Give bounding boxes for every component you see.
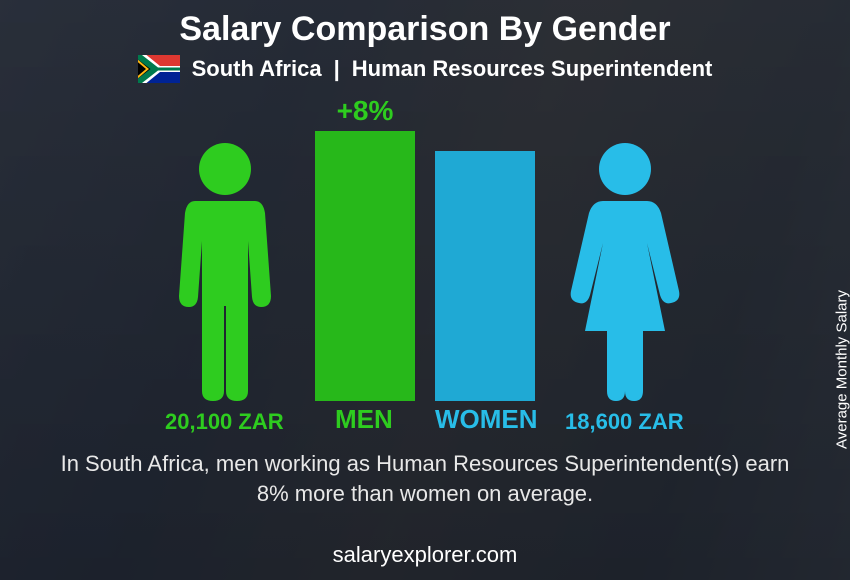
south-africa-flag-icon: [138, 55, 180, 83]
axis-label: Average Monthly Salary: [834, 290, 850, 449]
country-label: South Africa: [192, 56, 322, 82]
footer-link[interactable]: salaryexplorer.com: [0, 542, 850, 568]
women-salary: 18,600 ZAR: [565, 409, 684, 435]
women-label: WOMEN: [435, 404, 538, 435]
bar-men: [315, 131, 415, 401]
separator: |: [334, 56, 340, 82]
woman-icon: [555, 141, 695, 401]
page-title: Salary Comparison By Gender: [0, 0, 850, 49]
pct-diff-label: +8%: [315, 95, 415, 127]
subtitle-row: South Africa | Human Resources Superinte…: [0, 55, 850, 83]
chart-area: +8% MEN WOMEN 20,100 ZAR 18,600 ZAR: [75, 103, 775, 443]
men-label: MEN: [335, 404, 393, 435]
bar-women: [435, 151, 535, 401]
men-salary: 20,100 ZAR: [165, 409, 284, 435]
man-icon: [155, 141, 295, 401]
summary-text: In South Africa, men working as Human Re…: [0, 443, 850, 508]
role-label: Human Resources Superintendent: [352, 56, 713, 82]
